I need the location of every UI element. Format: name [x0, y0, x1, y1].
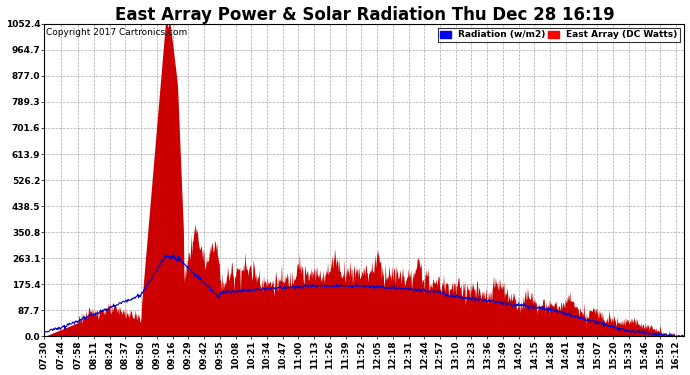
Text: Copyright 2017 Cartronics.com: Copyright 2017 Cartronics.com: [46, 28, 187, 38]
Legend: Radiation (w/m2), East Array (DC Watts): Radiation (w/m2), East Array (DC Watts): [438, 28, 680, 42]
Title: East Array Power & Solar Radiation Thu Dec 28 16:19: East Array Power & Solar Radiation Thu D…: [115, 6, 614, 24]
